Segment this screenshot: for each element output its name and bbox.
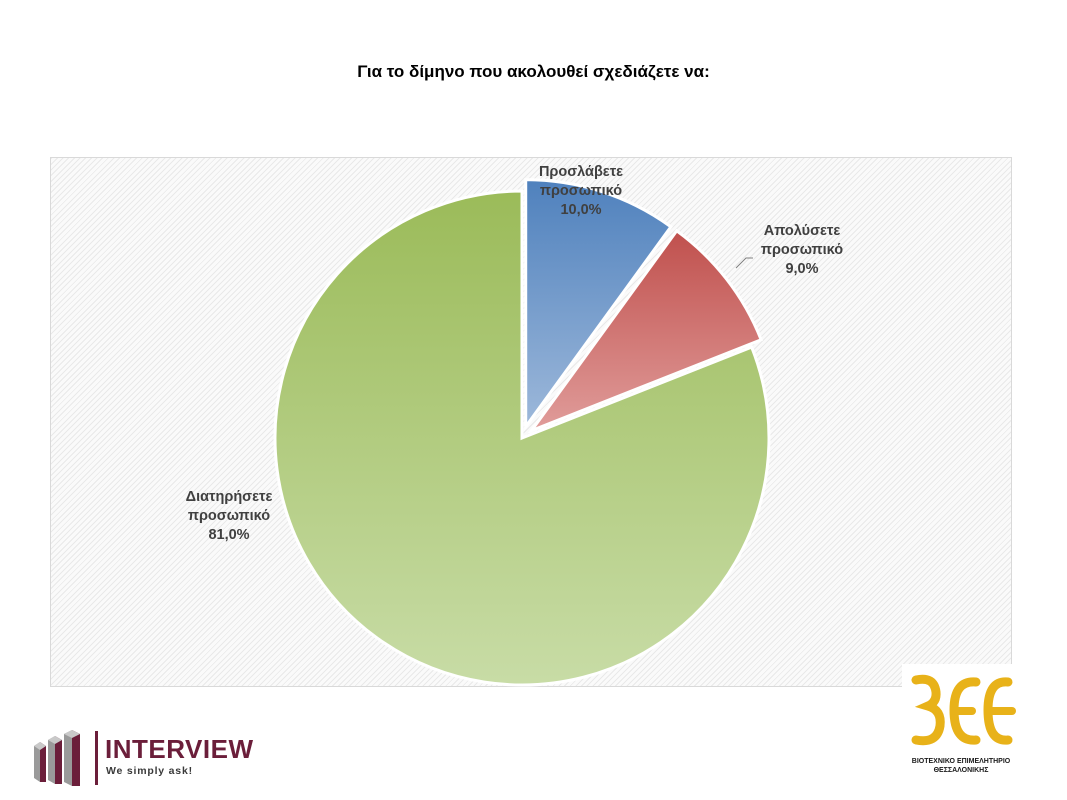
bee-logo-mark xyxy=(911,674,1016,746)
bee-logo xyxy=(902,664,1020,776)
pie-slice-1 xyxy=(524,178,673,432)
slice-value-label: 81,0% xyxy=(208,527,249,543)
pie-slice-2 xyxy=(527,228,764,434)
slice-category-label: Προσλάβετε xyxy=(539,164,623,180)
slice-category-label: Διατηρήσετε xyxy=(186,489,273,505)
leader-line xyxy=(735,257,753,269)
pie-chart: Προσλάβετε προσωπικό 10,0% Απολύσετε προσωπι… xyxy=(186,164,843,687)
slice-label-2: Απολύσετε προσωπικό 9,0% xyxy=(761,223,843,277)
bee-logo-caption: ΒΙΟΤΕΧΝΙΚΟ ΕΠΙΜΕΛΗΤΗΡΙΟ ΘΕΣΣΑΛΟΝΙΚΗΣ xyxy=(903,757,1019,775)
slice-category-label: προσωπικό xyxy=(540,183,622,199)
interview-logo-tagline: We simply ask! xyxy=(106,765,193,777)
pie-slice-3 xyxy=(273,189,771,687)
slice-label-3: Διατηρήσετε προσωπικό 81,0% xyxy=(186,489,273,543)
slice-category-label: προσωπικό xyxy=(188,508,270,524)
slice-category-label: Απολύσετε xyxy=(764,223,841,239)
interview-logo-divider xyxy=(95,731,98,785)
chart-title: Για το δίμηνο που ακολουθεί σχεδιάζετε ν… xyxy=(357,62,710,81)
slice-label-1: Προσλάβετε προσωπικό 10,0% xyxy=(539,164,623,218)
slice-value-label: 10,0% xyxy=(560,202,601,218)
interview-logo-name: INTERVIEW xyxy=(105,734,254,764)
chart-area: Προσλάβετε προσωπικό 10,0% Απολύσετε προσωπι… xyxy=(50,157,1012,687)
slice-category-label: προσωπικό xyxy=(761,242,843,258)
slice-value-label: 9,0% xyxy=(785,261,818,277)
interview-logo-icon xyxy=(34,730,80,786)
bee-caption-line2: ΘΕΣΣΑΛΟΝΙΚΗΣ xyxy=(933,767,989,774)
bee-caption-line1: ΒΙΟΤΕΧΝΙΚΟ ΕΠΙΜΕΛΗΤΗΡΙΟ xyxy=(911,758,1011,765)
